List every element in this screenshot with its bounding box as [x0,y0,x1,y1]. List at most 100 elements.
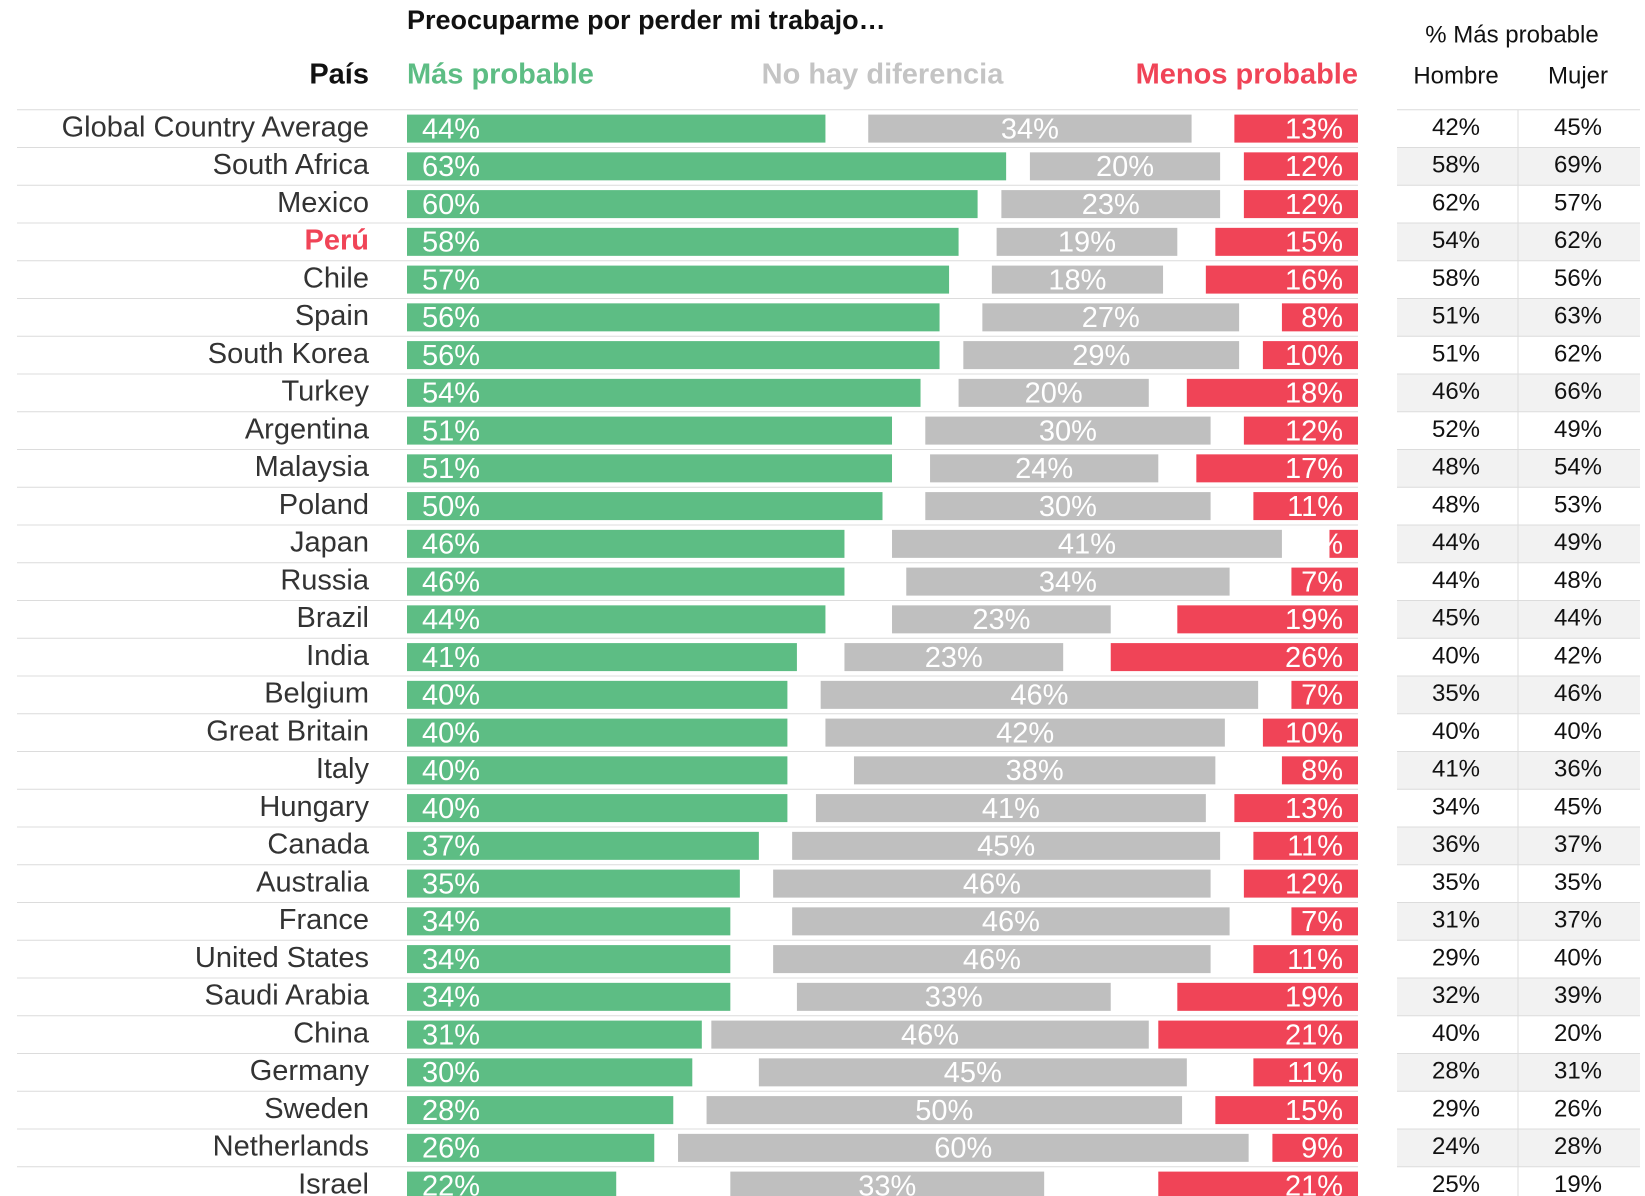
bar-label-clip: 19% [1285,604,1343,636]
bar [407,567,845,596]
bar-label-clip: 30% [1039,415,1097,447]
table-cell: 51% [1432,340,1480,367]
value-label: 41% [982,793,1040,825]
value-label: 21% [1285,1019,1343,1051]
value-label: 20% [1025,378,1083,410]
bar-label-clip: 26% [422,1133,480,1165]
bar [407,492,883,521]
value-label: 44% [422,604,480,636]
value-label: 37% [422,831,480,863]
value-label: 50% [915,1095,973,1127]
category-label: Chile [303,262,369,294]
bar-label-clip: 11% [1287,491,1343,523]
value-label: 24% [1015,453,1073,485]
bar-label-clip: 45% [944,1057,1002,1089]
bar-label-clip: 41% [1058,529,1116,561]
table-cell: 48% [1554,567,1602,594]
category-label: France [279,904,369,936]
category-label: Germany [250,1055,370,1087]
bar-label-clip: 16% [1285,264,1343,296]
bar-label-clip: 34% [422,982,480,1014]
bar-label-clip: 28% [422,1095,480,1127]
bar [1243,152,1358,181]
table-cell: 40% [1432,718,1480,745]
bar [407,945,731,974]
table-cell: 37% [1554,907,1602,934]
legend-label: No hay diferencia [762,59,1005,91]
bar [1186,378,1358,407]
bar [844,643,1064,672]
bar-label-clip: 12% [1285,189,1343,221]
value-label: 13% [1285,793,1343,825]
table-cell: 20% [1554,1020,1602,1047]
bar-label-clip: 12% [1285,868,1343,900]
bar-label-clip: 44% [422,113,480,145]
bar-label-clip: 15% [1285,1095,1343,1127]
value-label: 11% [1287,944,1343,976]
value-label: 46% [982,906,1040,938]
table-cell: 25% [1432,1171,1480,1196]
category-label: Spain [295,300,369,332]
bar-label-clip: 35% [422,868,480,900]
bar [1158,1171,1358,1196]
bar-label-clip: 7% [1301,566,1343,598]
value-label: 11% [1287,1057,1343,1089]
value-label: 11% [1287,831,1343,863]
bar [407,114,826,143]
value-label: 40% [422,793,480,825]
value-label: 9% [1301,1133,1343,1165]
table-cell: 45% [1432,605,1480,632]
bar [796,982,1111,1011]
bar [1177,605,1358,634]
value-label: 56% [422,340,480,372]
bar-label-clip: 44% [422,604,480,636]
value-label: 16% [1285,264,1343,296]
value-label: 44% [422,113,480,145]
value-label: 23% [972,604,1030,636]
bar-label-clip: 40% [422,680,480,712]
bar-label-clip: 15% [1285,227,1343,259]
bar [407,454,893,483]
bar-label-clip: 46% [963,868,1021,900]
bar [407,831,759,860]
value-label: 34% [422,982,480,1014]
bar-label-clip: 23% [925,642,983,674]
value-label: 46% [1010,680,1068,712]
table-cell: 40% [1432,1020,1480,1047]
value-label: 26% [422,1133,480,1165]
bar-label-clip: 11% [1287,831,1343,863]
value-label: 31% [422,1019,480,1051]
bar [407,869,740,898]
bar [407,982,731,1011]
bar-label-clip: 33% [858,1170,916,1196]
category-label: Global Country Average [62,111,369,143]
category-label: Australia [256,866,370,898]
table-cell: 35% [1554,869,1602,896]
table-cell: 29% [1432,1095,1480,1122]
bar [407,605,826,634]
bar [1205,265,1358,294]
bar-label-clip: 18% [1285,378,1343,410]
table-cell: 51% [1432,303,1480,330]
bar-label-clip: 10% [1285,717,1343,749]
table-cell: 69% [1554,152,1602,179]
bar-label-clip: 11% [1287,1057,1343,1089]
value-label: 51% [422,453,480,485]
value-label: 57% [422,264,480,296]
value-label: 18% [1285,378,1343,410]
bar-label-clip: 31% [422,1019,480,1051]
category-label: Sweden [264,1093,369,1125]
bar-label-clip: 40% [422,717,480,749]
category-label: India [306,640,370,672]
bar [1272,1133,1358,1162]
category-label: Russia [280,564,370,596]
bar-label-clip: 7% [1301,680,1343,712]
value-label: 19% [1058,227,1116,259]
bar [1291,567,1358,596]
value-label: 15% [1285,227,1343,259]
category-label: Belgium [264,678,369,710]
table-cell: 31% [1554,1058,1602,1085]
value-label: 42% [996,717,1054,749]
table-cell: 42% [1432,114,1480,141]
